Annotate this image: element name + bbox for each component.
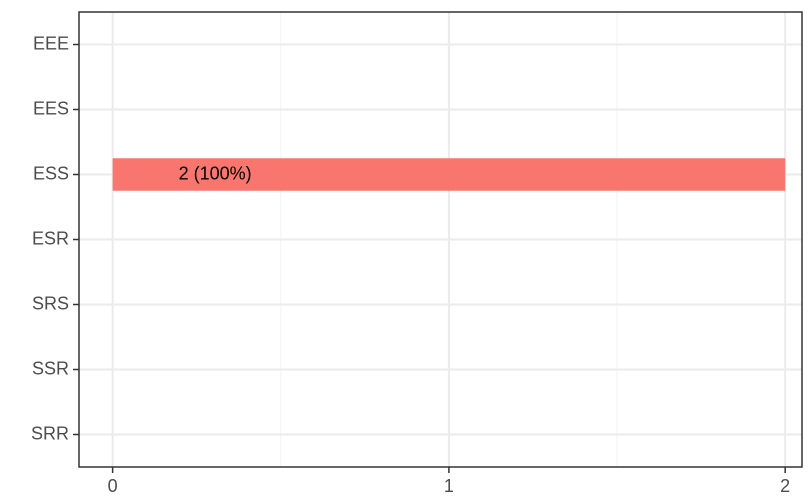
y-tick-label: SRS xyxy=(32,293,69,313)
bar xyxy=(112,158,786,191)
y-tick-label: EES xyxy=(33,98,69,118)
y-tick-label: SSR xyxy=(32,358,69,378)
x-tick-label: 1 xyxy=(444,476,454,496)
x-tick-label: 0 xyxy=(108,476,118,496)
data-label: 2 (100%) xyxy=(179,163,252,183)
x-tick-label: 2 xyxy=(780,476,790,496)
y-tick-label: EEE xyxy=(33,33,69,53)
panel-border xyxy=(78,11,803,468)
y-tick-label: SRR xyxy=(31,423,69,443)
y-tick-label: ESS xyxy=(33,163,69,183)
y-tick-label: ESR xyxy=(32,228,69,248)
